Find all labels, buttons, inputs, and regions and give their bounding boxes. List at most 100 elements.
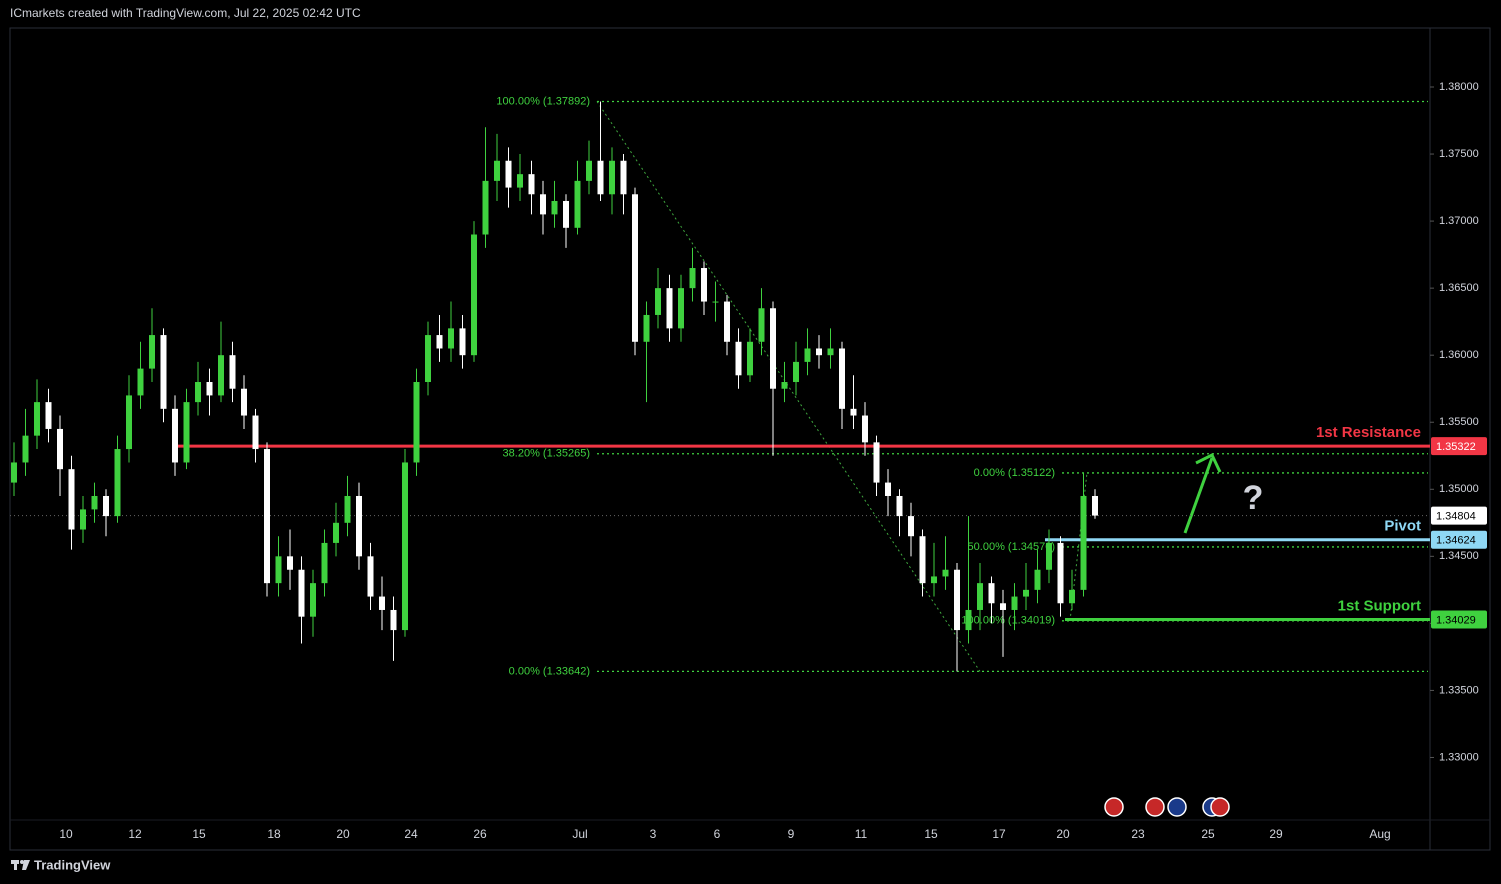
x-tick-label: 12 (128, 827, 142, 841)
candle-body (632, 194, 638, 342)
candle-body (11, 462, 17, 483)
fib-label: 38.20% (1.35265) (503, 448, 590, 460)
x-tick-label: 20 (1056, 827, 1070, 841)
candle-body (919, 536, 926, 584)
candle-body (574, 180, 581, 228)
candle-body (781, 382, 788, 389)
candle-body (126, 395, 132, 450)
price-label: 1.35322 (1436, 441, 1476, 453)
price-label-box (1431, 506, 1487, 525)
candle-body (885, 482, 891, 496)
annotation: ? (1243, 479, 1264, 517)
x-tick-label: 29 (1269, 827, 1283, 841)
candle-body (160, 335, 167, 409)
candle-body (816, 348, 822, 356)
candle-body (609, 160, 615, 195)
candle-body (517, 174, 523, 188)
candle-body (850, 408, 857, 416)
x-tick-label: 11 (855, 827, 868, 841)
x-tick-label: 3 (650, 827, 657, 841)
price-label-box (1431, 437, 1487, 456)
candle-body (551, 200, 558, 215)
x-tick-label: 18 (267, 827, 281, 841)
price-label-box (1431, 530, 1487, 549)
x-tick-label: 10 (59, 827, 73, 841)
candle-body (229, 355, 236, 389)
candle-body (252, 415, 259, 450)
candle-body (45, 402, 52, 429)
candle-body (103, 495, 109, 517)
candle-body (724, 301, 730, 342)
candle-body (425, 335, 431, 383)
candle-body (701, 268, 707, 302)
x-tick-label: 9 (788, 827, 795, 841)
fib-label: 100.00% (1.34019) (961, 615, 1055, 627)
candle-body (448, 328, 454, 349)
candle-body (770, 308, 776, 389)
y-tick-label: 1.33500 (1439, 684, 1479, 696)
candle-body (57, 428, 63, 470)
price-label: 1.34804 (1436, 510, 1476, 522)
candle-body (471, 234, 477, 356)
candle-body (827, 348, 834, 356)
candle-body (839, 348, 845, 409)
price-label: 1.34029 (1436, 614, 1476, 626)
x-tick-label: 15 (924, 827, 938, 841)
x-tick-label: 24 (404, 827, 418, 841)
candle-body (459, 328, 466, 356)
candle-body (804, 348, 811, 362)
candle-body (1046, 542, 1052, 570)
candle-body (137, 368, 144, 396)
candle-body (436, 335, 443, 349)
candle-body (988, 583, 995, 604)
candle-body (1092, 495, 1098, 516)
candle-body (321, 542, 328, 584)
y-tick-label: 1.35000 (1439, 483, 1479, 495)
price-label-box (1431, 610, 1487, 629)
candle-body (379, 596, 385, 610)
level-name: 1st Support (1338, 597, 1421, 614)
candle-body (114, 449, 121, 517)
forecast-arrow (1183, 452, 1222, 534)
candle-body (22, 435, 29, 463)
candle-body (931, 576, 937, 584)
candle-body (1057, 542, 1064, 604)
candle-body (344, 495, 351, 523)
x-tick-label: 25 (1201, 827, 1215, 841)
candle-body (275, 556, 282, 584)
candle-body (333, 522, 339, 543)
candle-body (712, 301, 719, 303)
candle-body (528, 174, 535, 195)
y-tick-label: 1.35500 (1439, 416, 1479, 428)
candle-body (666, 288, 673, 329)
y-tick-label: 1.34500 (1439, 550, 1479, 562)
x-tick-label: Jul (572, 827, 587, 841)
candle-body (287, 556, 293, 570)
frame (9, 27, 1491, 851)
candle-body (747, 341, 753, 376)
candle-body (91, 495, 98, 510)
candle-body (494, 160, 500, 181)
candle-body (965, 609, 972, 631)
candle-body (356, 495, 362, 557)
candle-body (563, 200, 569, 228)
fib-label: 50.00% (1.34570) (968, 541, 1055, 553)
candle-body (873, 442, 880, 483)
y-tick-label: 1.38000 (1439, 81, 1479, 93)
candle-body (241, 388, 247, 416)
candle-body (862, 415, 868, 443)
candle-body (758, 308, 765, 342)
candle-body (1011, 596, 1018, 610)
x-tick-label: 17 (992, 827, 1006, 841)
candle-body (586, 160, 592, 181)
price-label: 1.34624 (1436, 535, 1476, 547)
x-tick-label: 26 (473, 827, 487, 841)
y-tick-label: 1.37500 (1439, 148, 1479, 160)
event-icons (1104, 797, 1230, 817)
candle-body (390, 609, 397, 631)
y-tick-label: 1.33000 (1439, 751, 1479, 763)
candle-body (183, 402, 190, 463)
candle-body (597, 160, 604, 195)
